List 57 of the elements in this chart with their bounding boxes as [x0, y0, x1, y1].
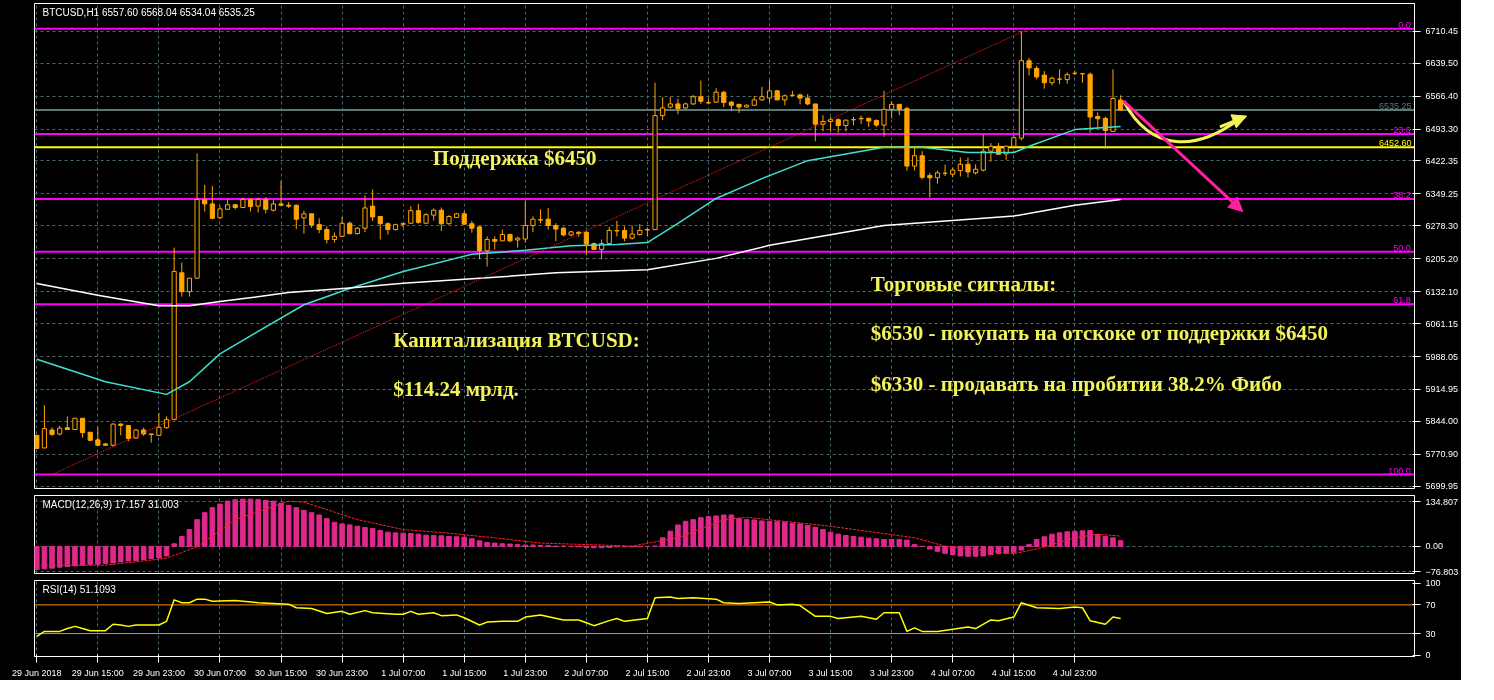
y-tick-label: 30	[1425, 628, 1436, 639]
x-tick-label: 2 Jul 23:00	[686, 667, 731, 678]
y-tick-label: 6566.40	[1425, 91, 1459, 102]
x-tick-label: 1 Jul 07:00	[381, 667, 426, 678]
y-tick-label: 6422.35	[1425, 155, 1459, 166]
y-tick-label: 6061.15	[1425, 318, 1459, 329]
annotation: $6530 - покупать на отскоке от поддержки $6450	[870, 321, 1329, 346]
x-tick-label: 29 Jun 15:00	[71, 667, 124, 678]
annotation: 50.0	[1393, 242, 1411, 253]
y-tick-label: 5770.90	[1425, 449, 1459, 460]
annotation: Поддержка $6450	[432, 145, 597, 170]
y-tick-label: 6205.20	[1425, 253, 1459, 264]
y-tick-label: 5988.05	[1425, 351, 1459, 362]
x-tick-label: 3 Jul 07:00	[747, 667, 792, 678]
x-tick-label: 30 Jun 23:00	[316, 667, 369, 678]
y-tick-label: 0.00	[1425, 541, 1444, 552]
y-tick-label: 5914.95	[1425, 384, 1459, 395]
y-tick-label: 5699.95	[1425, 481, 1459, 492]
y-tick-label: 134.807	[1425, 496, 1459, 507]
annotation: Торговые сигналы:	[870, 271, 1057, 296]
x-tick-label: 30 Jun 07:00	[193, 667, 246, 678]
y-tick-label: 70	[1425, 599, 1436, 610]
y-tick-label: 6639.50	[1425, 58, 1459, 69]
x-tick-label: 4 Jul 23:00	[1052, 667, 1097, 678]
y-tick-label: 6493.30	[1425, 124, 1459, 135]
x-tick-label: 1 Jul 23:00	[503, 667, 548, 678]
y-tick-label: 6710.45	[1425, 26, 1459, 37]
y-tick-label: 0	[1425, 650, 1431, 661]
chart-title: RSI(14) 51.1093	[42, 583, 117, 595]
x-tick-label: 3 Jul 23:00	[869, 667, 914, 678]
x-tick-label: 29 Jun 23:00	[132, 667, 185, 678]
y-tick-label: 100	[1425, 578, 1441, 589]
x-tick-label: 4 Jul 07:00	[930, 667, 975, 678]
x-tick-label: 2 Jul 07:00	[564, 667, 609, 678]
x-tick-label: 29 Jun 2018	[12, 667, 62, 678]
chart-title: MACD(12,26,9) 17.157 31.003	[42, 498, 180, 510]
x-tick-label: 30 Jun 15:00	[255, 667, 308, 678]
y-tick-label: 5844.00	[1425, 416, 1459, 427]
annotation: 100.0	[1388, 465, 1411, 476]
y-tick-label: −76.803	[1425, 566, 1459, 577]
x-tick-label: 2 Jul 15:00	[625, 667, 670, 678]
annotation: 23.6	[1393, 125, 1411, 136]
ref-line-label: 6535.25	[1378, 101, 1412, 112]
y-tick-label: 6132.10	[1425, 286, 1459, 297]
annotation: 0.0	[1398, 19, 1411, 30]
annotation: 38.2	[1393, 189, 1411, 200]
ref-line-label: 6452.60	[1378, 138, 1412, 149]
annotation: $6330 - продавать на пробитии 38.2% Фибо	[870, 372, 1282, 397]
chart-title: BTCUSD,H1 6557.60 6568.04 6534.04 6535.25	[42, 6, 256, 18]
y-tick-label: 6278.30	[1425, 220, 1459, 231]
x-tick-label: 4 Jul 15:00	[991, 667, 1036, 678]
annotation: 61.8	[1393, 295, 1411, 306]
annotation: $114.24 мрлд.	[393, 377, 519, 402]
annotation: Капитализация BTCUSD:	[393, 328, 640, 353]
x-tick-label: 1 Jul 15:00	[442, 667, 487, 678]
x-tick-label: 3 Jul 15:00	[808, 667, 853, 678]
y-tick-label: 6349.25	[1425, 188, 1459, 199]
